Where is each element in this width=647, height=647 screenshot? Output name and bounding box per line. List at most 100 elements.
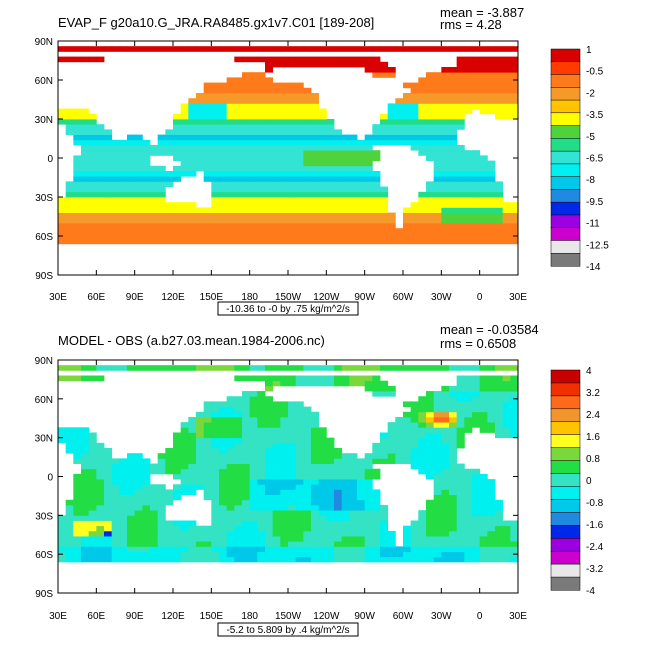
field-cell (119, 510, 128, 516)
field-cell (318, 504, 327, 511)
field-cell (226, 411, 235, 418)
field-cell (449, 468, 458, 475)
field-cell (311, 458, 320, 464)
field-cell (265, 212, 274, 219)
field-cell (334, 61, 343, 68)
field-cell (257, 181, 266, 187)
field-cell (127, 160, 136, 167)
field-cell (303, 176, 312, 182)
field-cell (242, 56, 251, 63)
field-cell (418, 124, 427, 130)
field-cell (119, 541, 128, 547)
field-cell (73, 458, 82, 464)
field-cell (119, 515, 128, 521)
field-cell (464, 556, 473, 563)
field-cell (334, 473, 343, 480)
field-cell (188, 207, 197, 213)
field-cell (88, 365, 97, 371)
field-cell (341, 181, 350, 187)
field-cell (265, 56, 274, 63)
field-cell (380, 453, 389, 459)
field-cell (157, 176, 166, 182)
field-cell (111, 489, 120, 496)
field-cell (142, 473, 151, 480)
field-cell (150, 536, 159, 542)
field-cell (311, 375, 320, 382)
field-cell (242, 396, 251, 402)
field-cell (165, 171, 174, 177)
field-cell (426, 546, 435, 552)
field-cell (119, 468, 128, 475)
colorbar-swatch (550, 512, 581, 526)
field-cell (65, 56, 74, 63)
field-cell (495, 82, 504, 89)
field-cell (472, 530, 481, 537)
field-cell (303, 484, 312, 490)
field-cell (295, 468, 304, 475)
field-cell (81, 375, 90, 382)
field-cell (456, 385, 465, 392)
field-cell (96, 515, 105, 521)
field-cell (257, 536, 266, 542)
field-cell (234, 520, 243, 527)
field-cell (380, 72, 389, 78)
field-cell (219, 468, 228, 475)
field-cell (372, 453, 381, 459)
field-cell (96, 541, 105, 547)
field-cell (326, 139, 335, 146)
field-cell (318, 228, 327, 234)
field-cell (142, 181, 151, 187)
field-cell (188, 150, 197, 156)
field-cell (272, 124, 281, 130)
field-cell (456, 504, 465, 511)
field-cell (426, 442, 435, 449)
field-cell (265, 217, 274, 224)
y-tick-label: 30N (35, 115, 53, 126)
field-cell (234, 207, 243, 213)
field-cell (81, 504, 90, 511)
field-cell (334, 228, 343, 234)
field-cell (257, 87, 266, 94)
field-cell (303, 432, 312, 439)
field-cell (318, 145, 327, 151)
field-cell (257, 129, 266, 135)
field-cell (280, 536, 289, 542)
field-cell (487, 530, 496, 537)
field-cell (65, 129, 74, 135)
field-cell (219, 87, 228, 94)
x-tick-label: 120E (161, 611, 185, 622)
field-cell (96, 129, 105, 135)
field-cell (288, 411, 297, 418)
field-cell (441, 484, 450, 490)
field-cell (272, 365, 281, 371)
field-cell (479, 191, 488, 198)
x-tick-label: 180 (241, 611, 258, 622)
field-cell (88, 186, 97, 193)
field-cell (510, 87, 519, 94)
field-cell (150, 530, 159, 537)
field-cell (88, 191, 97, 198)
field-cell (318, 202, 327, 208)
field-cell (226, 176, 235, 182)
field-cell (387, 427, 396, 433)
field-cell (234, 453, 243, 459)
field-cell (318, 129, 327, 135)
field-cell (226, 422, 235, 428)
field-cell (257, 530, 266, 537)
field-cell (88, 530, 97, 537)
field-cell (303, 103, 312, 109)
field-cell (272, 541, 281, 547)
field-cell (403, 551, 412, 558)
field-cell (226, 87, 235, 94)
field-cell (349, 155, 358, 161)
field-cell (165, 176, 174, 182)
field-cell (242, 217, 251, 224)
field-cell (364, 385, 373, 392)
field-cell (479, 46, 488, 52)
field-cell (280, 484, 289, 490)
field-cell (188, 556, 197, 563)
field-cell (111, 155, 120, 161)
field-cell (433, 515, 442, 521)
field-cell (326, 365, 335, 371)
field-cell (272, 93, 281, 99)
